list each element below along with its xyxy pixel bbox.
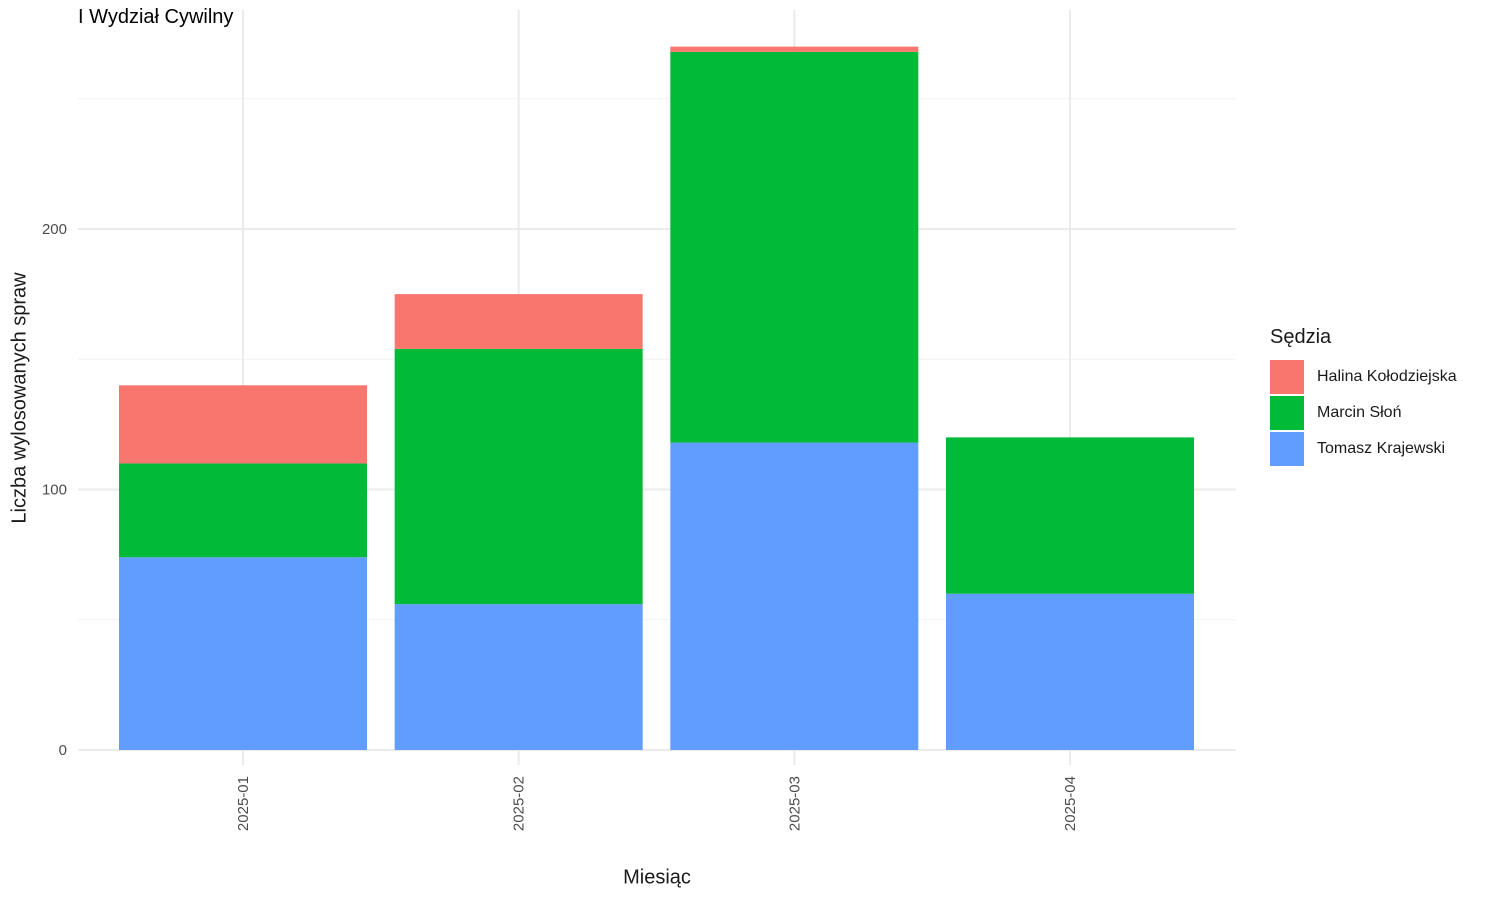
x-tick-label: 2025-03	[786, 776, 803, 831]
bar-segment	[670, 51, 919, 443]
bar-segment	[394, 348, 643, 605]
x-tick-label: 2025-02	[511, 776, 528, 831]
legend-label: Marcin Słoń	[1317, 404, 1402, 421]
legend-label: Tomasz Krajewski	[1317, 440, 1446, 457]
x-axis-label: Miesiąc	[623, 866, 691, 889]
y-tick-label: 0	[59, 742, 67, 759]
y-tick-label: 200	[42, 221, 67, 238]
y-axis-label: Liczba wylosowanych spraw	[8, 272, 31, 524]
legend-item-halina: Halina Kołodziejska	[1270, 359, 1457, 395]
bar-segment	[394, 604, 643, 750]
x-tick-label: 2025-04	[1062, 776, 1079, 831]
legend-item-marcin: Marcin Słoń	[1270, 395, 1457, 431]
chart-title: I Wydział Cywilny	[78, 6, 234, 28]
bar-segment	[946, 437, 1194, 594]
bar-segment	[119, 463, 367, 558]
legend-swatch	[1270, 360, 1304, 394]
bar-segment	[670, 442, 919, 750]
legend-swatch	[1270, 432, 1304, 466]
legend-title: Sędzia	[1270, 326, 1332, 348]
legend-item-tomasz: Tomasz Krajewski	[1270, 431, 1457, 467]
legend-label: Halina Kołodziejska	[1317, 368, 1457, 385]
y-tick-label: 100	[42, 482, 67, 499]
legend-swatch	[1270, 396, 1304, 430]
bar-segment	[670, 46, 919, 52]
x-tick-label: 2025-01	[235, 776, 252, 831]
bar-segment	[119, 385, 367, 464]
bar-segment	[119, 557, 367, 750]
bar-segment	[394, 294, 643, 349]
legend: Sędzia Halina Kołodziejska Marcin Słoń T…	[1270, 326, 1457, 467]
bar-segment	[946, 593, 1194, 750]
